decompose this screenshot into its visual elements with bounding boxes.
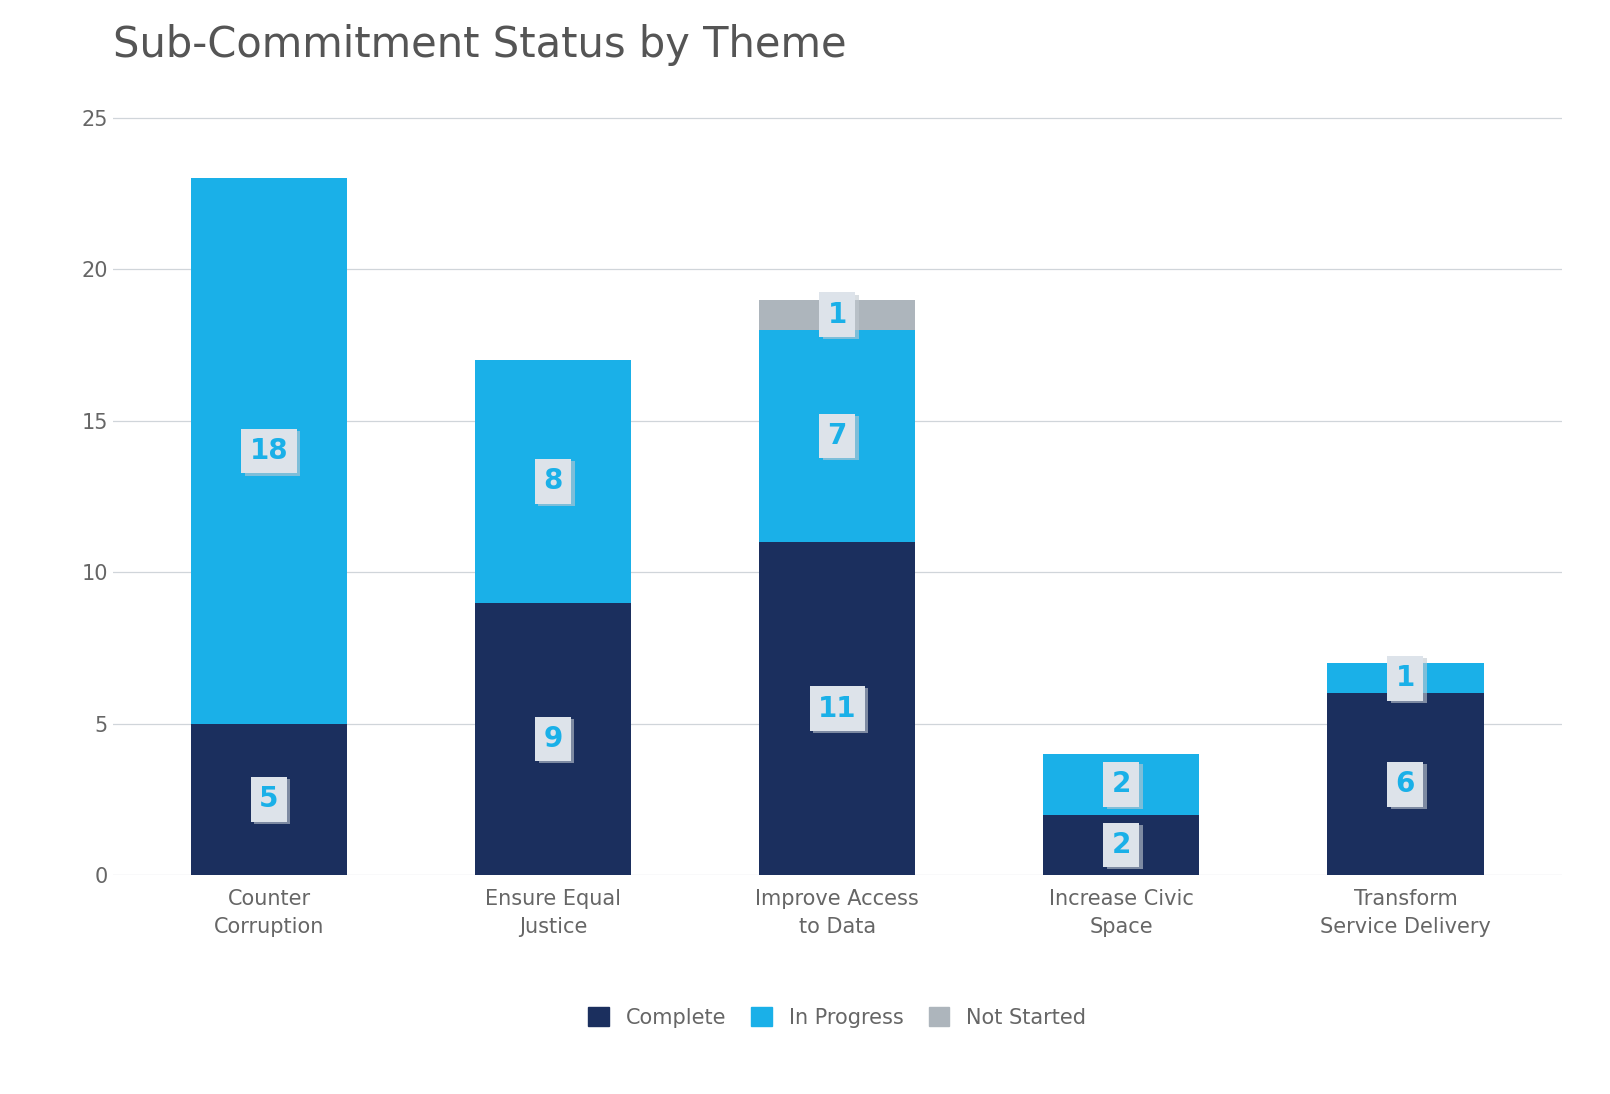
Text: 8: 8 [544,467,564,496]
Bar [1043,815,1199,875]
Text: 9: 9 [547,728,567,755]
Text: 1: 1 [1399,666,1418,695]
Text: 6: 6 [1399,772,1418,801]
Bar [475,360,631,603]
Text: 1: 1 [828,301,847,328]
Text: 6: 6 [1396,770,1415,799]
Text: 7: 7 [831,424,850,452]
Bar [1327,694,1483,875]
Bar [1327,663,1483,694]
Text: 5: 5 [259,785,279,814]
Text: 18: 18 [250,438,288,465]
Text: 2: 2 [1111,770,1130,799]
Bar [1043,754,1199,815]
Text: Sub-Commitment Status by Theme: Sub-Commitment Status by Theme [113,24,847,66]
Bar [758,542,916,875]
Bar [192,724,348,875]
Text: 2: 2 [1111,831,1130,859]
Legend: Complete, In Progress, Not Started: Complete, In Progress, Not Started [578,997,1096,1038]
Bar [758,330,916,542]
Text: 9: 9 [544,725,564,753]
Text: 7: 7 [828,422,847,450]
Text: 11: 11 [818,695,857,722]
Text: 1: 1 [831,303,850,330]
Text: 2: 2 [1116,772,1135,801]
Text: 1: 1 [1396,664,1415,693]
Text: 2: 2 [1116,833,1135,861]
Text: 8: 8 [547,469,567,498]
Text: 11: 11 [821,697,860,724]
Text: 5: 5 [262,788,282,816]
Bar [475,603,631,875]
Text: 18: 18 [253,439,291,467]
Bar [192,178,348,724]
Bar [758,300,916,330]
